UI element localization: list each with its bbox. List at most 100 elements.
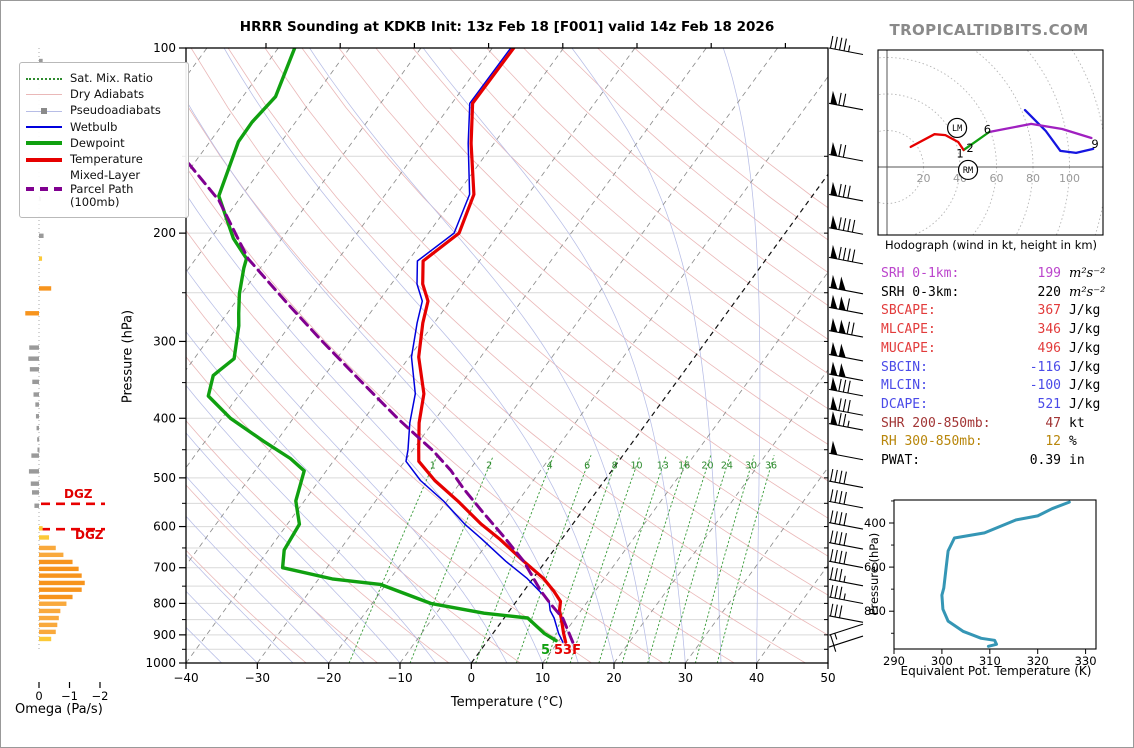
index-unit: m²s⁻² xyxy=(1069,266,1106,281)
index-label: SHR 200-850mb: xyxy=(881,415,991,431)
index-value: -116 xyxy=(1029,359,1061,375)
svg-text:300: 300 xyxy=(931,654,953,668)
legend-swatch-solid xyxy=(26,157,62,162)
temperature-axis-title: Temperature (°C) xyxy=(450,695,564,710)
index-unit: % xyxy=(1069,434,1077,450)
dgz-upper-label: DGZ xyxy=(64,487,93,501)
svg-text:0: 0 xyxy=(35,689,42,703)
legend-swatch-dashed xyxy=(26,187,62,192)
svg-text:10: 10 xyxy=(535,671,550,685)
curve-mixed-layer-parcel-path-100mb- xyxy=(186,161,575,644)
index-row: RH 300-850mb: 12% xyxy=(881,433,1133,452)
index-value: 367 xyxy=(1037,303,1061,319)
severe-indices-panel: SRH 0-1km: 199 m²s⁻² SRH 0-3km: 220 m²s⁻² SBCA… xyxy=(881,265,1133,471)
index-unit: m²s⁻² xyxy=(1069,284,1106,300)
legend-item: Sat. Mix. Ratio xyxy=(26,71,184,85)
pressure-axis-title: Pressure (hPa) xyxy=(120,309,136,404)
svg-text:−1: −1 xyxy=(61,689,78,703)
svg-text:310: 310 xyxy=(979,654,1001,668)
svg-text:700: 700 xyxy=(153,561,176,575)
svg-text:RM: RM xyxy=(963,166,973,176)
mixing-ratio-labels: 1 2 4 6 8 10 13 16 20 24 30 36 xyxy=(430,461,777,472)
hodograph-caption: Hodograph (wind in kt, height in km) xyxy=(884,238,1098,252)
index-row: DCAPE: 521 J/kg xyxy=(881,396,1133,415)
svg-text:80: 80 xyxy=(1026,172,1040,185)
skewt-legend: Sat. Mix. Ratio Dry Adiabats Pseudoadiabat… xyxy=(19,62,189,218)
svg-text:−30: −30 xyxy=(245,671,270,685)
curve-wetbulb xyxy=(405,48,564,643)
hodo-3-6km xyxy=(988,122,1093,140)
index-value: 199 xyxy=(1037,266,1061,281)
index-row: SBCAPE: 367 J/kg xyxy=(881,302,1133,321)
svg-text:1: 1 xyxy=(430,461,436,472)
hodo-0-1km xyxy=(909,133,965,152)
index-value: 496 xyxy=(1037,340,1061,356)
index-unit: J/kg xyxy=(1069,303,1101,319)
index-label: MLCIN: xyxy=(881,378,928,394)
svg-text:50: 50 xyxy=(820,671,835,685)
svg-text:16: 16 xyxy=(678,461,690,472)
legend-item: Wetbulb xyxy=(26,120,184,134)
legend-swatch-dotted xyxy=(26,77,62,80)
svg-text:100: 100 xyxy=(1059,172,1080,185)
svg-text:400: 400 xyxy=(864,516,886,530)
index-unit: J/kg xyxy=(1069,322,1101,338)
index-unit: kt xyxy=(1069,415,1085,431)
legend-label: Pseudoadiabats xyxy=(70,103,161,118)
index-value: 0.39 xyxy=(1029,453,1061,469)
index-value: -100 xyxy=(1029,378,1061,394)
svg-text:330: 330 xyxy=(1075,654,1097,668)
index-label: SBCIN: xyxy=(881,359,928,375)
legend-item: Pseudoadiabats xyxy=(26,104,184,117)
branding-logo: TROPICALTIDBITS.COM xyxy=(889,21,1089,39)
legend-label: Temperature xyxy=(70,152,143,167)
legend-label: Mixed-Layer Parcel Path (100mb) xyxy=(70,168,141,209)
svg-text:800: 800 xyxy=(153,596,176,610)
svg-text:30: 30 xyxy=(745,461,757,472)
legend-swatch-solid xyxy=(26,126,62,129)
svg-text:400: 400 xyxy=(153,411,176,425)
svg-text:6: 6 xyxy=(984,123,991,137)
svg-text:100: 100 xyxy=(153,41,176,55)
svg-text:13: 13 xyxy=(657,461,669,472)
index-value: 12 xyxy=(1045,434,1061,450)
index-unit: J/kg xyxy=(1069,396,1101,412)
legend-swatch-solid xyxy=(26,141,62,146)
page-title: HRRR Sounding at KDKB Init: 13z Feb 18 [… xyxy=(239,19,775,35)
legend-swatch-solid xyxy=(26,94,62,96)
omega-axis-title: Omega (Pa/s) xyxy=(15,702,103,717)
svg-text:LM: LM xyxy=(952,124,962,134)
svg-text:0: 0 xyxy=(468,671,476,685)
curve-dewpoint xyxy=(206,48,558,643)
index-unit: J/kg xyxy=(1069,378,1101,394)
svg-text:600: 600 xyxy=(864,560,886,574)
index-label: SBCAPE: xyxy=(881,303,936,319)
skewt-background xyxy=(186,48,828,663)
svg-text:30: 30 xyxy=(678,671,693,685)
svg-text:6: 6 xyxy=(584,461,590,472)
hodo-1-3km xyxy=(962,130,991,152)
legend-item: Temperature xyxy=(26,152,184,167)
svg-text:800: 800 xyxy=(864,604,886,618)
hodo-6-9km xyxy=(1023,108,1095,155)
index-label: SRH 0-1km: xyxy=(881,266,960,281)
svg-text:8: 8 xyxy=(612,461,618,472)
curve-temperature xyxy=(417,48,568,644)
index-label: MUCAPE: xyxy=(881,340,936,356)
index-row: PWAT: 0.39 in xyxy=(881,452,1133,471)
dgz-lines xyxy=(41,502,105,531)
wind-barbs xyxy=(828,35,864,652)
svg-text:20: 20 xyxy=(606,671,621,685)
svg-text:300: 300 xyxy=(153,334,176,348)
index-row: MLCIN: -100 J/kg xyxy=(881,377,1133,396)
svg-text:900: 900 xyxy=(153,628,176,642)
svg-text:600: 600 xyxy=(153,520,176,534)
svg-text:−2: −2 xyxy=(92,689,109,703)
index-label: RH 300-850mb: xyxy=(881,434,983,450)
svg-text:290: 290 xyxy=(883,654,905,668)
index-value: 521 xyxy=(1037,396,1061,412)
index-label: MLCAPE: xyxy=(881,322,936,338)
